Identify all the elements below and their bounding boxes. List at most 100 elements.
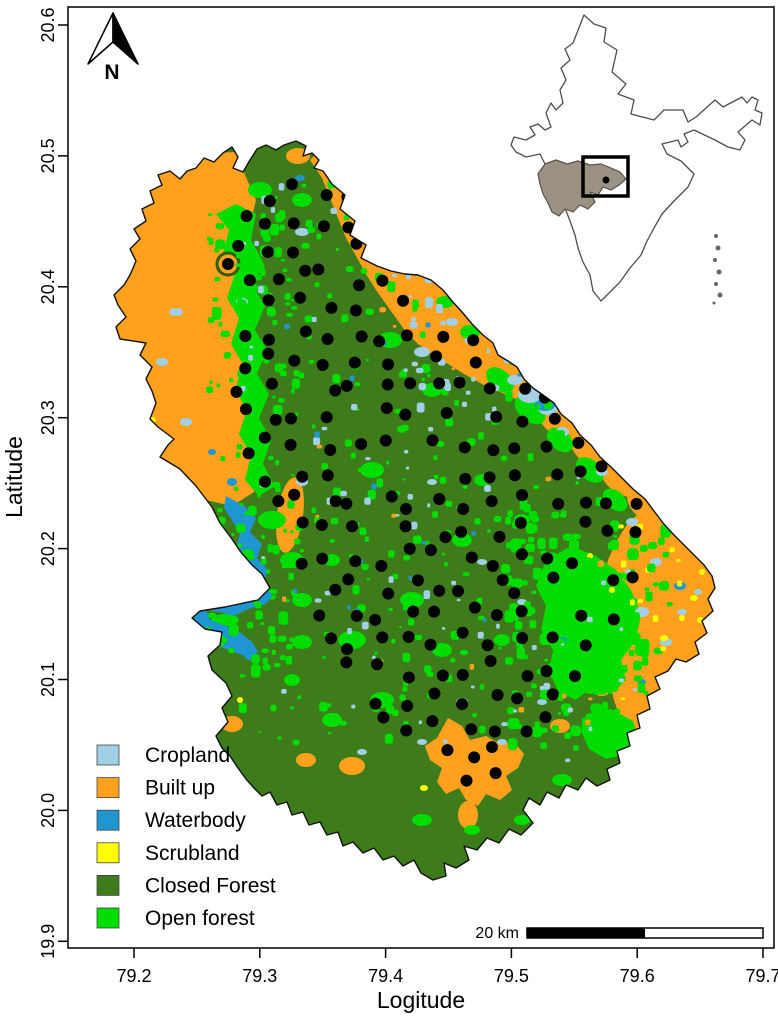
andaman-island [717, 292, 723, 298]
sampling-dot [353, 279, 366, 292]
speckle-open_forest [459, 537, 467, 545]
speckle-cropland [436, 303, 443, 314]
speckle-built_up [391, 513, 397, 518]
speckle-open_forest [291, 305, 298, 310]
speckle-open_forest [575, 481, 579, 485]
sampling-dot [239, 330, 252, 343]
speckle-open_forest [215, 239, 226, 250]
plot-border [67, 6, 775, 949]
legend-label: Closed Forest [145, 874, 276, 897]
scale-bar-black-segment [527, 928, 645, 938]
sampling-dot [288, 488, 301, 501]
sampling-dot [399, 520, 412, 533]
legend-item-waterbody: Waterbody [96, 809, 246, 832]
sampling-dot [320, 189, 333, 202]
speckle-open_forest [586, 585, 592, 589]
speckle-cropland [313, 437, 321, 446]
speckle-open_forest [594, 568, 607, 579]
land-patch-scrubland [420, 785, 428, 791]
speckle-open_forest [235, 278, 242, 283]
speckle-open_forest [240, 347, 246, 354]
speckle-open_forest [474, 518, 481, 525]
speckle-open_forest [519, 499, 528, 510]
speckle-open_forest [407, 618, 415, 626]
land-patch-cropland [357, 749, 367, 755]
speckle-built_up [315, 514, 320, 518]
sampling-dot [546, 631, 559, 644]
speckle-open_forest [250, 284, 258, 293]
sampling-dot [439, 531, 452, 544]
speckle-open_forest [647, 563, 656, 573]
sampling-dot [321, 469, 334, 482]
sampling-dot [242, 447, 255, 460]
sampling-dot [373, 335, 386, 348]
land-patch-scrubland [690, 595, 698, 601]
speckle-open_forest [345, 265, 354, 273]
speckle-open_forest [500, 564, 511, 574]
legend-swatch-open_forest [96, 907, 120, 929]
speckle-cropland [351, 404, 358, 411]
speckle-open_forest [644, 587, 650, 592]
speckle-cropland [565, 758, 571, 763]
speckle-cropland [501, 722, 508, 727]
speckle-cropland [361, 621, 369, 630]
sampling-dot [239, 362, 252, 375]
sampling-dot [272, 495, 285, 508]
speckle-cropland [423, 590, 431, 600]
speckle-open_forest [304, 315, 314, 323]
sampling-dot [566, 557, 579, 570]
speckle-open_forest [402, 652, 411, 663]
speckle-open_forest [398, 338, 403, 344]
speckle-built_up [316, 444, 323, 449]
speckle-cropland [254, 240, 259, 247]
sampling-dot [539, 711, 552, 724]
speckle-open_forest [505, 516, 512, 525]
sampling-dot [433, 377, 446, 390]
speckle-open_forest [608, 662, 618, 672]
speckle-open_forest [643, 690, 649, 696]
speckle-open_forest [255, 375, 260, 378]
sampling-dot [433, 584, 446, 597]
land-patch-built_up [296, 753, 316, 767]
speckle-open_forest [285, 655, 293, 665]
speckle-open_forest [562, 533, 573, 541]
speckle-open_forest [662, 551, 670, 558]
sampling-dot [575, 609, 588, 622]
sampling-dot [516, 415, 529, 428]
speckle-cropland [321, 426, 328, 431]
speckle-cropland [418, 720, 422, 725]
sampling-dot [541, 552, 554, 565]
sampling-dot [381, 378, 394, 391]
sampling-dot [457, 502, 470, 515]
sampling-dot [355, 438, 368, 451]
speckle-cropland [485, 413, 492, 421]
speckle-cropland [411, 521, 418, 530]
sampling-dot [485, 741, 498, 754]
speckle-open_forest [267, 544, 274, 553]
speckle-open_forest [433, 474, 439, 480]
study-area-box [581, 155, 630, 198]
speckle-open_forest [220, 330, 230, 338]
land-patch-open_forest [432, 643, 452, 657]
speckle-built_up [469, 663, 475, 670]
speckle-open_forest [293, 369, 300, 377]
speckle-open_forest [570, 725, 581, 737]
speckle-open_forest [640, 648, 649, 658]
speckle-open_forest [278, 611, 289, 625]
speckle-open_forest [402, 687, 408, 692]
sampling-dot [469, 356, 482, 369]
land-patch-cropland [677, 609, 687, 615]
sampling-dot [456, 698, 469, 711]
sampling-dot [269, 413, 282, 426]
legend-label: Scrubland [145, 842, 240, 865]
sampling-dot [348, 356, 361, 369]
speckle-open_forest [235, 263, 242, 268]
speckle-open_forest [374, 651, 379, 655]
speckle-open_forest [601, 589, 609, 595]
speckle-waterbody [471, 531, 477, 536]
speckle-open_forest [423, 665, 432, 673]
speckle-cropland [364, 497, 371, 505]
speckle-open_forest [507, 738, 518, 750]
speckle-cropland [257, 285, 264, 294]
